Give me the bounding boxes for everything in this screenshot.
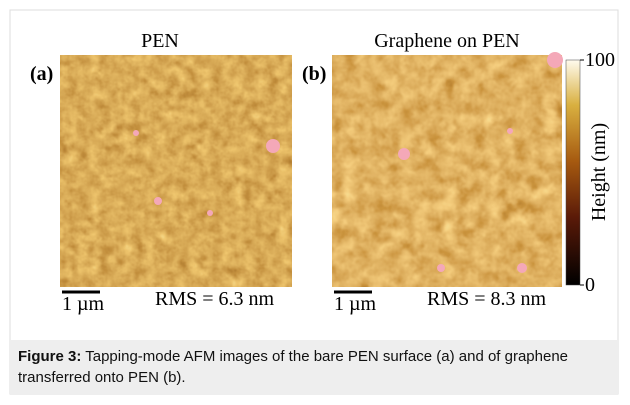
particles xyxy=(133,52,563,273)
colorbar-tick-label: 100 xyxy=(585,49,615,71)
caption: Figure 3: Tapping-mode AFM images of the… xyxy=(10,340,618,394)
panel-label: (a) xyxy=(30,63,53,85)
colorbar-tick-label: 0 xyxy=(585,274,595,296)
panel-title: PEN xyxy=(141,30,179,52)
colorbar xyxy=(565,59,581,286)
scale-bar-label: 1 µm xyxy=(334,293,377,315)
colorbar-label: Height (nm) xyxy=(588,123,610,221)
panel-title: Graphene on PEN xyxy=(374,30,520,52)
frame xyxy=(9,9,619,395)
panel-label: (b) xyxy=(302,63,326,85)
afm-image xyxy=(332,55,562,287)
afm-image xyxy=(60,55,292,287)
caption-text: Tapping-mode AFM images of the bare PEN … xyxy=(18,348,569,386)
caption-label: Figure 3: xyxy=(18,348,82,365)
rms-label: RMS = 6.3 nm xyxy=(155,288,275,310)
scale-bar-label: 1 µm xyxy=(62,293,105,315)
rms-label: RMS = 8.3 nm xyxy=(427,288,547,310)
